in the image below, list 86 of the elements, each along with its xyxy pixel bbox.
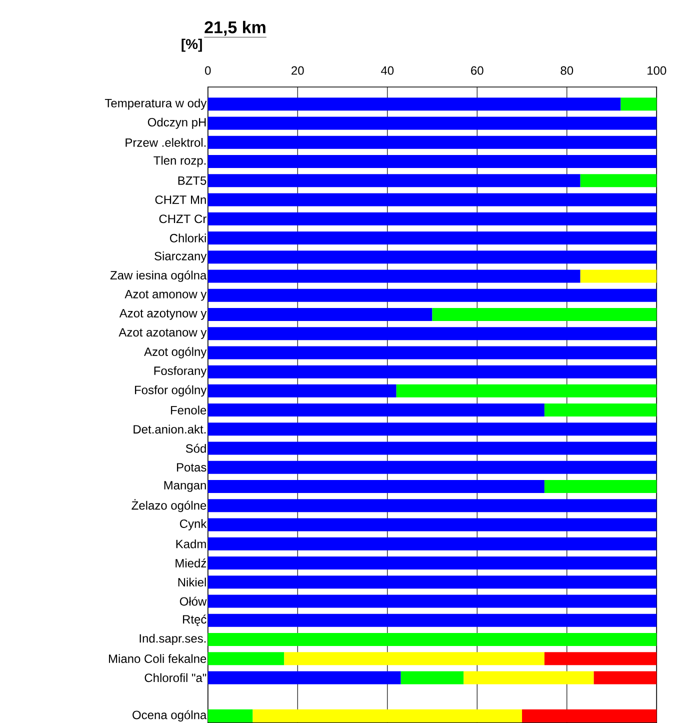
bar xyxy=(208,327,657,340)
bar xyxy=(208,212,657,226)
bar xyxy=(208,404,545,417)
y-tick-label: Nikiel xyxy=(178,578,206,587)
y-tick-label: Azot amonow y xyxy=(124,290,207,301)
bar xyxy=(208,480,545,494)
bar xyxy=(580,270,657,283)
bar xyxy=(620,98,657,111)
bar xyxy=(208,594,657,608)
bar xyxy=(208,231,657,244)
x-tick-label: 60 xyxy=(471,66,484,75)
bar xyxy=(208,98,621,111)
y-tick-label: Azot azotanow y xyxy=(118,328,207,339)
y-tick-label: Fenole xyxy=(171,406,206,414)
bar xyxy=(208,174,581,188)
y-tick-label: Odczyn pH xyxy=(148,118,206,129)
bar xyxy=(208,136,657,149)
x-tick-label: 80 xyxy=(560,66,574,75)
y-tick-label: Fosforany xyxy=(154,366,207,378)
y-tick-label: Fosfor ogólny xyxy=(135,385,207,397)
bar xyxy=(208,288,657,302)
bar xyxy=(208,537,657,550)
bar xyxy=(208,365,657,378)
bar xyxy=(208,460,657,474)
bar xyxy=(208,614,657,627)
y-tick-label: Rtęć xyxy=(183,614,207,626)
bar xyxy=(594,671,657,684)
y-tick-label: Temperatura w ody xyxy=(105,98,207,110)
bar xyxy=(208,422,657,436)
bar xyxy=(208,193,657,206)
bar xyxy=(208,250,657,264)
y-tick-label: Ołów xyxy=(180,596,207,606)
bar xyxy=(464,671,594,684)
bar xyxy=(208,155,657,168)
y-tick-label: CHZT Mn xyxy=(156,196,206,204)
bar xyxy=(580,174,657,188)
bar xyxy=(208,652,284,666)
y-tick-label: Chlorofil "a" xyxy=(144,673,206,682)
bar xyxy=(396,384,657,398)
y-tick-label: Cynk xyxy=(180,519,207,530)
bar xyxy=(208,518,657,532)
bar xyxy=(544,652,657,666)
bar xyxy=(522,709,657,722)
y-tick-label: Potas xyxy=(177,463,206,472)
bar xyxy=(208,556,657,570)
y-tick-label: Żelazo ogólne xyxy=(132,499,206,512)
x-tick-label: 100 xyxy=(648,66,666,75)
bar xyxy=(208,632,657,646)
chart-title: 21,5 km xyxy=(204,20,266,36)
y-tick-label: Azot azotynow y xyxy=(120,309,207,320)
y-tick-label: Przew .elektrol. xyxy=(126,138,206,147)
x-tick-label: 40 xyxy=(381,66,394,75)
bar xyxy=(208,709,253,722)
bar xyxy=(252,709,522,722)
bar xyxy=(544,404,657,417)
y-tick-label: CHZT Cr xyxy=(160,214,207,224)
y-tick-label: Siarczany xyxy=(154,252,207,263)
bar xyxy=(208,270,581,283)
y-tick-label: Miano Coli fekalne xyxy=(109,654,206,663)
bar xyxy=(208,116,657,130)
x-axis-title: [%] xyxy=(182,38,202,52)
bar xyxy=(544,480,657,494)
y-tick-label: Det.anion.akt. xyxy=(134,424,206,434)
y-tick-label: Azot ogólny xyxy=(144,347,207,358)
y-tick-label: Mangan xyxy=(164,481,206,492)
bar xyxy=(208,384,397,398)
bar xyxy=(208,671,402,684)
y-tick-label: Ocena ogólna xyxy=(132,710,207,722)
bar xyxy=(208,308,432,321)
bar xyxy=(432,308,657,321)
y-tick-label: Tlen rozp. xyxy=(154,156,206,168)
bar xyxy=(208,576,657,589)
bar xyxy=(208,499,657,512)
y-tick-label: Zaw iesina ogólna xyxy=(110,270,207,282)
x-tick-label: 20 xyxy=(292,66,304,75)
bar xyxy=(208,442,657,455)
bar xyxy=(208,346,657,360)
y-tick-label: Chlorki xyxy=(170,234,206,242)
bar xyxy=(401,671,464,684)
y-tick-label: Sód xyxy=(186,444,206,453)
y-tick-label: Kadm xyxy=(176,539,206,548)
bar xyxy=(284,652,545,666)
y-tick-label: Ind.sapr.ses. xyxy=(140,634,206,646)
x-tick-label: 0 xyxy=(205,66,211,75)
y-tick-label: BZT5 xyxy=(178,176,206,185)
y-tick-label: Miedź xyxy=(176,558,206,568)
